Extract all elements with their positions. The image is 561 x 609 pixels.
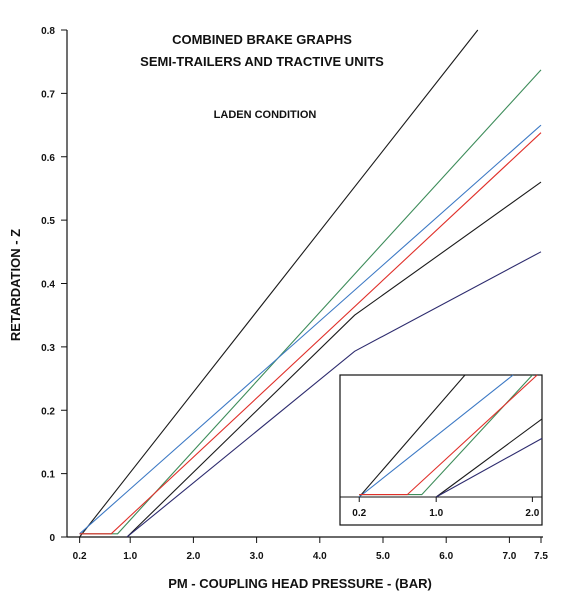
x-tick-label: 3.0	[250, 551, 264, 562]
chart-subtitle: SEMI-TRAILERS AND TRACTIVE UNITS	[140, 54, 384, 69]
x-tick-label: 7.5	[534, 551, 548, 562]
inset-series-line-6	[435, 437, 543, 498]
inset-x-tick-label: 2.0	[525, 508, 539, 519]
inset-x-ticks: 0.2 1.0 2.0	[352, 497, 540, 519]
series-line-6	[126, 251, 542, 538]
y-tick-label: 0.3	[41, 343, 55, 354]
series-line-5	[126, 181, 542, 538]
series-line-3	[79, 124, 542, 535]
inset-frame	[339, 374, 543, 526]
y-tick-label: 0.6	[41, 153, 55, 164]
y-tick-label: 0.1	[41, 470, 55, 481]
inset-series-lines	[358, 374, 543, 498]
inset-chart: 0.2 1.0 2.0	[339, 374, 543, 526]
y-tick-label: 0.8	[41, 26, 55, 37]
y-tick-label: 0.4	[41, 280, 55, 291]
y-tick-label: 0.5	[41, 216, 55, 227]
inset-x-tick-label: 0.2	[352, 508, 366, 519]
chart-annotation: LADEN CONDITION	[214, 109, 317, 121]
y-tick-label: 0.2	[41, 406, 55, 417]
x-tick-label: 6.0	[439, 551, 453, 562]
series-line-4	[79, 132, 542, 535]
inset-series-line-1	[358, 374, 466, 498]
x-axis-title: PM - COUPLING HEAD PRESSURE - (BAR)	[168, 576, 432, 591]
y-axis-title: RETARDATION - Z	[8, 229, 23, 341]
series-line-1	[79, 29, 479, 538]
y-tick-label: 0	[49, 533, 55, 544]
inset-series-line-4	[359, 374, 538, 496]
x-axis-ticks: 0.2 1.0 2.0 3.0 4.0 5.0 6.0 7.0 7.5	[73, 537, 548, 562]
y-tick-label: 0.7	[41, 89, 55, 100]
x-tick-label: 1.0	[123, 551, 137, 562]
x-tick-label: 7.0	[502, 551, 516, 562]
x-tick-label: 5.0	[376, 551, 390, 562]
inset-series-line-2	[358, 374, 514, 498]
inset-x-tick-label: 1.0	[429, 508, 443, 519]
x-tick-label: 2.0	[186, 551, 200, 562]
y-axis-ticks: 0 0.1 0.2 0.3 0.4 0.5 0.6 0.7 0.8	[41, 26, 67, 544]
x-tick-label: 4.0	[313, 551, 327, 562]
inset-series-line-5	[435, 418, 543, 498]
main-series-lines	[79, 29, 542, 538]
x-tick-label: 0.2	[73, 551, 87, 562]
chart-title: COMBINED BRAKE GRAPHS	[172, 32, 352, 47]
